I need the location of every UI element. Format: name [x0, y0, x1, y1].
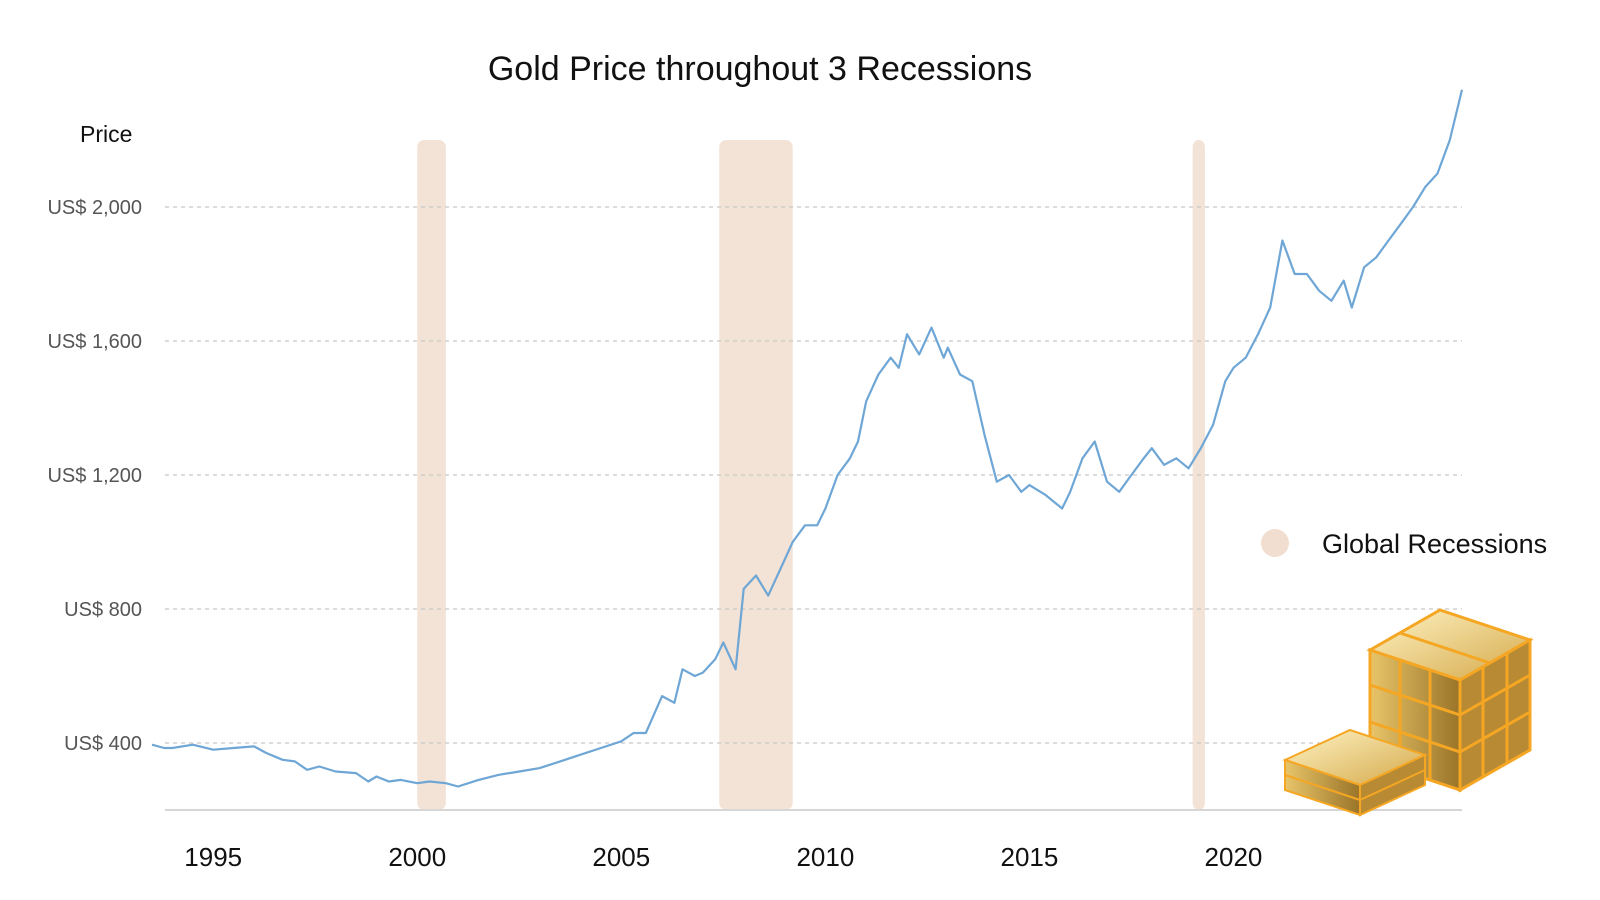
- recession-bands: [417, 140, 1205, 810]
- y-tick-label: US$ 1,600: [47, 331, 142, 353]
- x-tick-label: 2005: [592, 842, 650, 872]
- y-axis-label: Price: [80, 121, 132, 147]
- x-tick-label: 1995: [184, 842, 242, 872]
- x-tick-label: 2015: [1000, 842, 1058, 872]
- gold-bars-illustration: [1282, 608, 1534, 817]
- y-tick-labels: US$ 400 US$ 800 US$ 1,200 US$ 1,600 US$ 2,00…: [47, 197, 142, 755]
- grid-lines: [165, 206, 1462, 744]
- y-tick-label: US$ 800: [64, 599, 142, 621]
- legend-label: Global Recessions: [1322, 529, 1547, 559]
- x-tick-label: 2020: [1205, 842, 1263, 872]
- y-tick-label: US$ 1,200: [47, 465, 142, 487]
- y-tick-label: US$ 2,000: [47, 197, 142, 219]
- legend-swatch: [1261, 529, 1289, 557]
- gold-price-line: [151, 89, 1464, 788]
- x-tick-label: 2010: [796, 842, 854, 872]
- x-tick-labels: 1995 2000 2005 2010 2015 2020: [184, 842, 1262, 872]
- x-tick-label: 2000: [388, 842, 446, 872]
- legend: Global Recessions: [1261, 529, 1547, 559]
- y-tick-label: US$ 400: [64, 733, 142, 755]
- chart-title: Gold Price throughout 3 Recessions: [488, 50, 1032, 88]
